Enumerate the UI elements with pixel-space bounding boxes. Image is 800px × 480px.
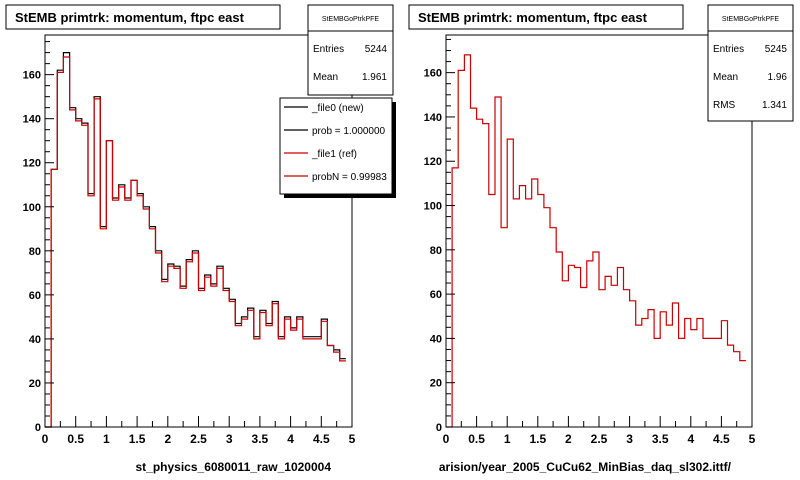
y-tick-label: 100	[23, 202, 41, 214]
x-tick-label: 0	[42, 432, 49, 446]
stats-label: Entries	[313, 44, 344, 55]
x-tick-label: 0.5	[67, 432, 84, 446]
x-tick-label: 3.5	[252, 432, 269, 446]
stats-value: 5244	[365, 44, 388, 55]
histogram-right: 0 0.5 1 1.5 2 2.5 3 3.5 4 4.5 5 0 20 40 60 80 100 120 140 1…	[408, 4, 794, 474]
stats-label: Entries	[713, 44, 744, 55]
chart-title: StEMB primtrk: momentum, ftpc east	[418, 10, 648, 25]
y-tick-label: 60	[430, 289, 442, 301]
x-axis-label: st_physics_6080011_raw_1020004	[135, 460, 331, 474]
x-tick-label: 2	[164, 432, 171, 446]
x-tick-label: 4.5	[313, 432, 330, 446]
stats-label: Mean	[313, 72, 338, 83]
x-tick-label: 5	[749, 432, 756, 446]
y-tick-label: 20	[430, 378, 442, 390]
histogram-left: 0 0.5 1 1.5 2 2.5 3 3.5 4 4.5 5 0 20 40 60 80 100 120 140 1…	[5, 4, 396, 474]
y-tick-label: 100	[424, 201, 442, 213]
x-tick-label: 4	[287, 432, 294, 446]
x-tick-label: 1.5	[529, 432, 546, 446]
x-axis-label: arision/year_2005_CuCu62_MinBias_daq_sl3…	[439, 460, 732, 474]
y-tick-label: 80	[29, 246, 41, 258]
plot-frame	[44, 34, 353, 428]
x-tick-label: 1	[504, 432, 511, 446]
legend-box	[279, 97, 393, 195]
y-tick-label: 40	[29, 334, 41, 346]
x-tick-label: 0.5	[468, 432, 485, 446]
y-tick-label: 0	[436, 422, 442, 434]
y-tick-label: 0	[35, 422, 41, 434]
x-tick-label: 5	[349, 432, 356, 446]
y-tick-label: 140	[23, 114, 41, 126]
histogram-series-0	[446, 54, 746, 428]
y-tick-label: 160	[23, 70, 41, 82]
x-tick-label: 1	[103, 432, 110, 446]
x-tick-label: 2.5	[190, 432, 207, 446]
stats-value: 1.96	[768, 72, 788, 83]
x-tick-label: 4.5	[713, 432, 730, 446]
x-tick-label: 1.5	[129, 432, 146, 446]
stats-value: 1.961	[362, 72, 387, 83]
y-tick-label: 160	[424, 68, 442, 80]
y-tick-label: 40	[430, 333, 442, 345]
y-tick-label: 80	[430, 245, 442, 257]
y-tick-label: 60	[29, 290, 41, 302]
stats-label: Mean	[713, 72, 738, 83]
y-tick-label: 140	[424, 112, 442, 124]
stats-label: RMS	[713, 100, 736, 111]
y-tick-label: 120	[424, 156, 442, 168]
x-tick-label: 3	[626, 432, 633, 446]
stats-value: 5245	[765, 44, 788, 55]
x-tick-label: 2.5	[591, 432, 608, 446]
legend-label: _file0 (new)	[311, 103, 364, 114]
plot-frame	[445, 34, 753, 428]
title-box	[408, 4, 684, 30]
stats-box	[707, 4, 794, 122]
stats-name: StEMBGoPtrkPFE	[722, 16, 780, 23]
legend-label: prob = 1.000000	[312, 126, 386, 137]
x-tick-label: 4	[687, 432, 694, 446]
legend-label: probN = 0.99983	[312, 172, 387, 183]
x-tick-label: 3	[226, 432, 233, 446]
y-tick-label: 120	[23, 158, 41, 170]
chart-title: StEMB primtrk: momentum, ftpc east	[15, 10, 245, 25]
x-tick-label: 0	[443, 432, 450, 446]
stats-value: 1.341	[762, 100, 787, 111]
legend-label: _file1 (ref)	[311, 149, 357, 160]
x-tick-label: 3.5	[652, 432, 669, 446]
stats-box	[307, 4, 394, 96]
title-box	[5, 4, 281, 30]
histogram-series-1	[45, 56, 346, 428]
x-tick-label: 2	[565, 432, 572, 446]
y-tick-label: 20	[29, 378, 41, 390]
stats-name: StEMBGoPtrkPFE	[322, 16, 380, 23]
